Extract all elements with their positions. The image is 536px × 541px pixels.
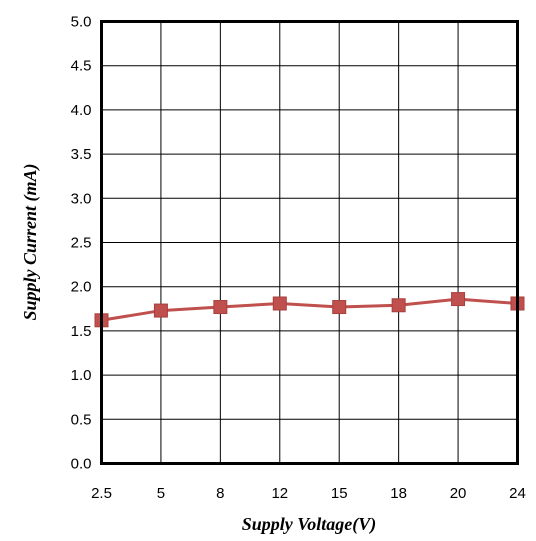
- y-tick-label-9: 4.5: [71, 58, 92, 75]
- chart-grid: [101, 21, 518, 464]
- data-point-marker-5: [391, 298, 406, 313]
- series-line-0: [101, 297, 518, 322]
- series-group: [94, 292, 525, 328]
- y-tick-label-10: 5.0: [71, 14, 92, 31]
- y-tick-label-7: 3.5: [71, 146, 92, 163]
- x-tick-label-6: 20: [450, 485, 467, 502]
- y-tick-label-3: 1.5: [71, 323, 92, 340]
- data-point-marker-1: [153, 303, 168, 318]
- x-tick-label-4: 15: [331, 485, 348, 502]
- y-tick-label-2: 1.0: [71, 367, 92, 384]
- data-point-marker-4: [332, 300, 347, 315]
- y-axis-title: Supply Current (mA): [20, 163, 41, 320]
- x-tick-label-5: 18: [390, 485, 407, 502]
- y-tick-label-5: 2.5: [71, 235, 92, 252]
- plot-area-frame: [100, 20, 519, 465]
- x-tick-label-2: 8: [216, 485, 224, 502]
- data-point-marker-3: [272, 296, 287, 311]
- data-point-marker-2: [213, 300, 228, 315]
- x-tick-label-0: 2.5: [91, 485, 112, 502]
- data-point-marker-6: [451, 292, 466, 307]
- y-tick-label-1: 0.5: [71, 411, 92, 428]
- y-tick-label-0: 0.0: [71, 456, 92, 473]
- y-axis-tick-labels: 0.0 0.5 1.0 1.5 2.0 2.5 3.0 3.5 4.0 4.5 5.0: [71, 14, 92, 473]
- x-tick-label-1: 5: [157, 485, 165, 502]
- x-axis-tick-labels: 2.5 5 8 12 15 18 20 24: [91, 485, 526, 502]
- y-tick-label-6: 3.0: [71, 190, 92, 207]
- x-axis-title: Supply Voltage(V): [242, 514, 377, 535]
- x-tick-label-3: 12: [271, 485, 288, 502]
- y-tick-label-4: 2.0: [71, 279, 92, 296]
- y-tick-label-8: 4.0: [71, 102, 92, 119]
- x-tick-label-7: 24: [509, 485, 526, 502]
